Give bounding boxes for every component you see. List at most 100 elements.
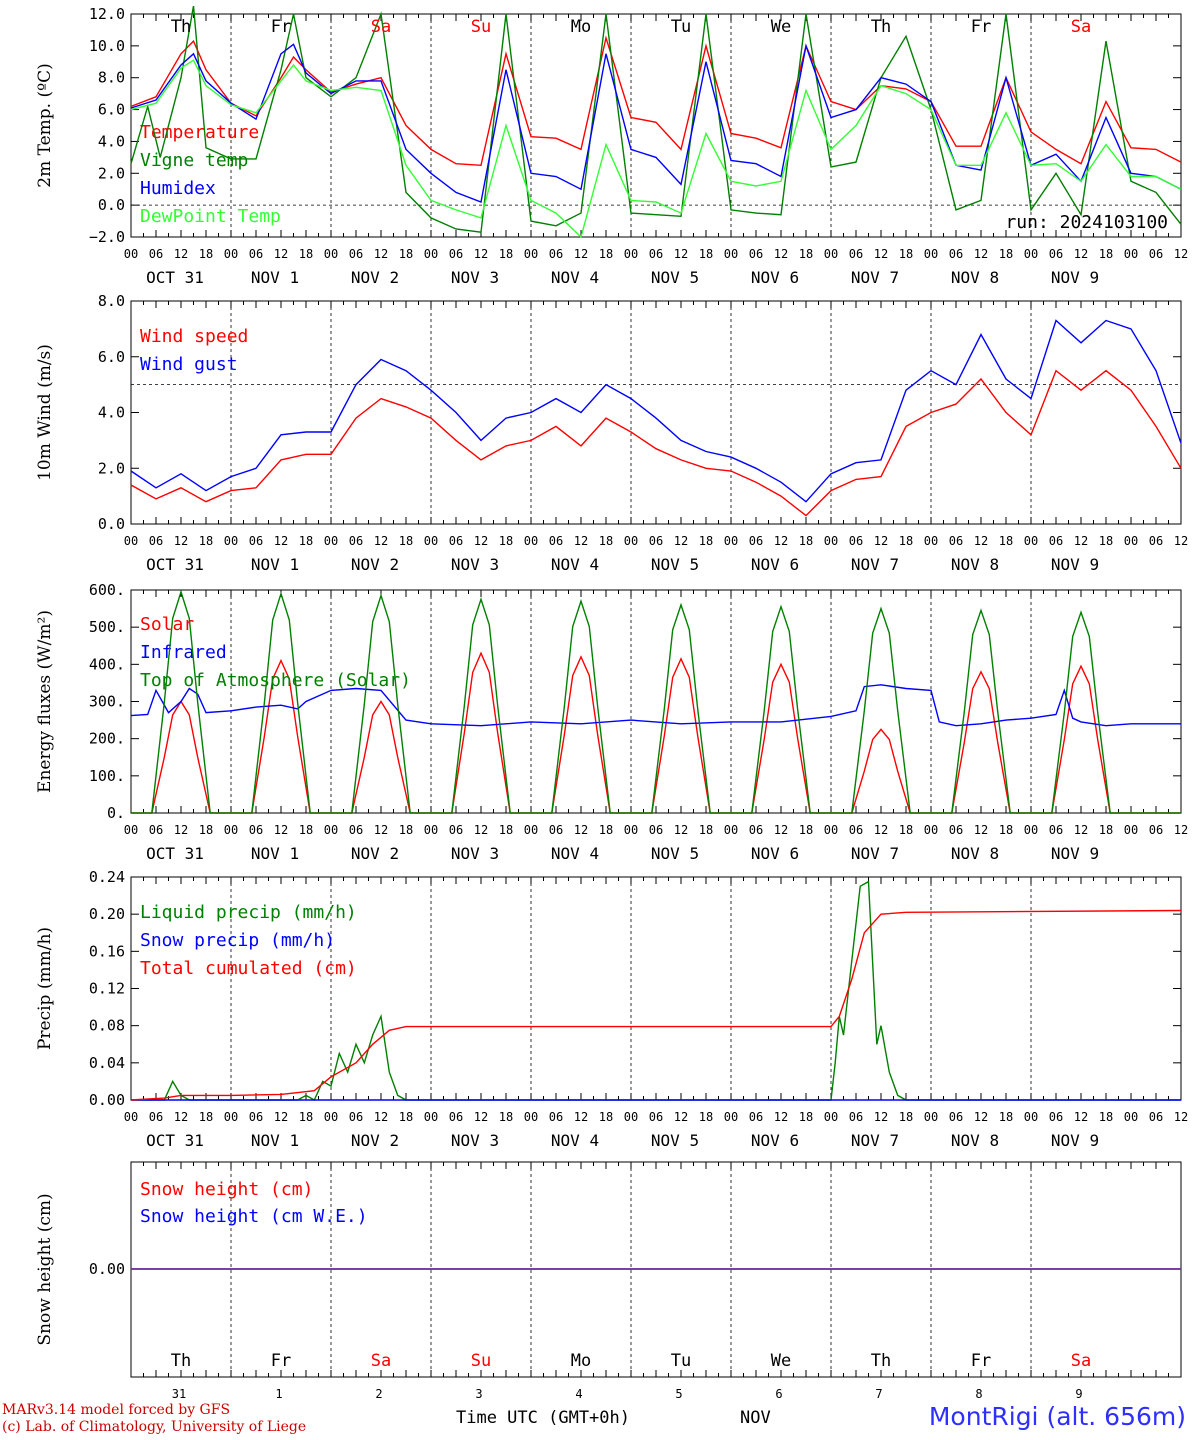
legend-entry: Snow height (cm) bbox=[140, 1179, 313, 1200]
hour-tick-label: 12 bbox=[274, 534, 288, 548]
hour-tick-label: 12 bbox=[674, 1110, 688, 1124]
hour-tick-label: 18 bbox=[799, 1110, 813, 1124]
date-label: NOV 5 bbox=[651, 268, 699, 287]
date-label: NOV 4 bbox=[551, 1131, 599, 1150]
plot-frame bbox=[130, 300, 1182, 525]
weekday-label: Th bbox=[171, 17, 191, 37]
hour-tick-label: 12 bbox=[774, 247, 788, 261]
y-tick-label: 4.0 bbox=[98, 132, 125, 150]
hour-tick-label: 18 bbox=[699, 823, 713, 837]
hour-tick-label: 06 bbox=[1049, 534, 1063, 548]
hour-tick-label: 12 bbox=[574, 247, 588, 261]
hour-tick-label: 06 bbox=[649, 1110, 663, 1124]
hour-tick-label: 12 bbox=[974, 823, 988, 837]
y-tick-label: 6.0 bbox=[98, 348, 125, 366]
day-number-label: 8 bbox=[975, 1387, 982, 1401]
y-tick-label: 2.0 bbox=[98, 164, 125, 182]
day-number-label: 7 bbox=[875, 1387, 882, 1401]
hour-tick-label: 12 bbox=[1074, 1110, 1088, 1124]
hour-tick-label: 00 bbox=[224, 823, 238, 837]
date-label: NOV 5 bbox=[651, 844, 699, 863]
hour-tick-label: 12 bbox=[874, 1110, 888, 1124]
date-label: NOV 9 bbox=[1051, 844, 1099, 863]
hour-tick-label: 06 bbox=[449, 1110, 463, 1124]
date-label: NOV 1 bbox=[251, 844, 299, 863]
hour-tick-label: 18 bbox=[299, 534, 313, 548]
hour-tick-label: 00 bbox=[1024, 1110, 1038, 1124]
hour-tick-label: 18 bbox=[599, 823, 613, 837]
hour-tick-label: 18 bbox=[299, 823, 313, 837]
legend-entry: Solar bbox=[140, 614, 194, 635]
hour-tick-label: 00 bbox=[424, 1110, 438, 1124]
hour-tick-label: 06 bbox=[849, 823, 863, 837]
hour-tick-label: 00 bbox=[424, 247, 438, 261]
y-axis-label: 10m Wind (m/s) bbox=[35, 344, 55, 481]
hour-tick-label: 18 bbox=[999, 534, 1013, 548]
hour-tick-label: 00 bbox=[1124, 534, 1138, 548]
y-axis-label: Snow height (cm) bbox=[35, 1193, 55, 1345]
hour-tick-label: 18 bbox=[199, 247, 213, 261]
hour-tick-label: 18 bbox=[799, 247, 813, 261]
hour-tick-label: 00 bbox=[824, 823, 838, 837]
hour-tick-label: 12 bbox=[1174, 247, 1188, 261]
y-tick-label: 4.0 bbox=[98, 404, 125, 422]
hour-tick-label: 12 bbox=[674, 534, 688, 548]
date-label: OCT 31 bbox=[146, 555, 204, 574]
hour-tick-label: 18 bbox=[399, 823, 413, 837]
hour-tick-label: 12 bbox=[874, 534, 888, 548]
legend-entry: Wind speed bbox=[140, 326, 248, 347]
hour-tick-label: 06 bbox=[249, 823, 263, 837]
series-line bbox=[130, 369, 1182, 517]
y-tick-label: 8.0 bbox=[98, 69, 125, 87]
hour-tick-label: 18 bbox=[599, 1110, 613, 1124]
hour-tick-label: 18 bbox=[599, 534, 613, 548]
series-line bbox=[130, 43, 1182, 203]
hour-tick-label: 12 bbox=[374, 1110, 388, 1124]
y-tick-label: 0. bbox=[107, 804, 125, 822]
hour-tick-label: 12 bbox=[674, 247, 688, 261]
hour-tick-label: 12 bbox=[774, 1110, 788, 1124]
legend-entry: Temperature bbox=[140, 122, 259, 143]
weekday-label: We bbox=[771, 1351, 791, 1371]
hour-tick-label: 00 bbox=[124, 823, 138, 837]
hour-tick-label: 12 bbox=[474, 1110, 488, 1124]
y-tick-label: 6.0 bbox=[98, 101, 125, 119]
hour-tick-label: 18 bbox=[799, 534, 813, 548]
weekday-label: Sa bbox=[371, 17, 391, 37]
hour-tick-label: 18 bbox=[999, 1110, 1013, 1124]
series-line bbox=[130, 59, 1182, 239]
hour-tick-label: 18 bbox=[899, 247, 913, 261]
hour-tick-label: 12 bbox=[674, 823, 688, 837]
hour-tick-label: 06 bbox=[849, 247, 863, 261]
station-label: MontRigi (alt. 656m) bbox=[928, 1402, 1186, 1431]
hour-tick-label: 12 bbox=[774, 534, 788, 548]
legend-entry: Wind gust bbox=[140, 354, 238, 375]
date-label: NOV 5 bbox=[651, 1131, 699, 1150]
y-tick-label: 10.0 bbox=[89, 37, 125, 55]
date-label: NOV 3 bbox=[451, 1131, 499, 1150]
hour-tick-label: 06 bbox=[749, 1110, 763, 1124]
hour-tick-label: 06 bbox=[649, 247, 663, 261]
legend-entry: Snow precip (mm/h) bbox=[140, 930, 335, 951]
y-tick-label: 0.00 bbox=[89, 1091, 125, 1109]
weekday-label: Fr bbox=[971, 17, 991, 37]
weekday-label: Th bbox=[171, 1351, 191, 1371]
weekday-label: Th bbox=[871, 17, 891, 37]
y-tick-label: 2.0 bbox=[98, 459, 125, 477]
weekday-label: Su bbox=[471, 17, 491, 37]
hour-tick-label: 00 bbox=[624, 534, 638, 548]
weekday-label: Tu bbox=[671, 1351, 691, 1371]
date-label: NOV 1 bbox=[251, 1131, 299, 1150]
date-label: NOV 2 bbox=[351, 1131, 399, 1150]
hour-tick-label: 00 bbox=[124, 534, 138, 548]
hour-tick-label: 18 bbox=[799, 823, 813, 837]
hour-tick-label: 18 bbox=[499, 534, 513, 548]
legend-entry: Total cumulated (cm) bbox=[140, 958, 357, 979]
legend-entry: Liquid precip (mm/h) bbox=[140, 902, 357, 923]
hour-tick-label: 18 bbox=[899, 534, 913, 548]
legend-entry: DewPoint Temp bbox=[140, 206, 281, 227]
hour-tick-label: 00 bbox=[824, 534, 838, 548]
y-tick-label: 0.08 bbox=[89, 1017, 125, 1035]
hour-tick-label: 12 bbox=[174, 823, 188, 837]
